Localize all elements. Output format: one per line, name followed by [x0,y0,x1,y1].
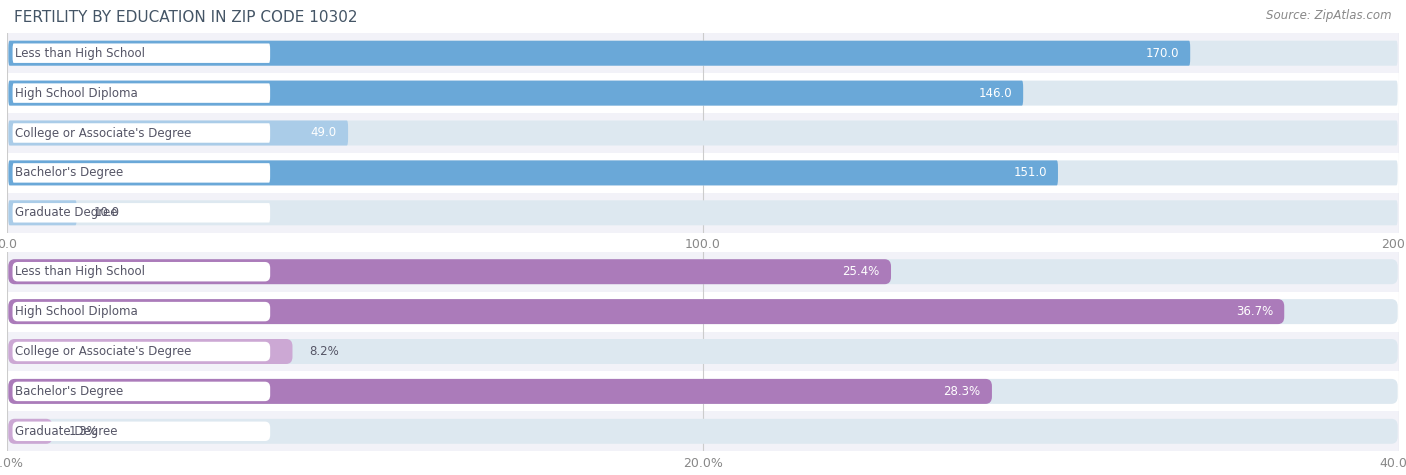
Text: 49.0: 49.0 [311,126,337,140]
Bar [7,252,1399,292]
FancyBboxPatch shape [13,84,270,103]
Bar [7,113,1399,153]
Text: Less than High School: Less than High School [15,47,145,60]
Bar [7,193,1399,233]
Text: High School Diploma: High School Diploma [15,86,138,100]
Text: 28.3%: 28.3% [943,385,981,398]
Bar [7,33,1399,73]
Text: 170.0: 170.0 [1146,47,1180,60]
FancyBboxPatch shape [13,262,270,281]
FancyBboxPatch shape [8,41,1398,66]
Text: College or Associate's Degree: College or Associate's Degree [15,126,191,140]
FancyBboxPatch shape [8,259,1398,284]
FancyBboxPatch shape [13,422,270,441]
FancyBboxPatch shape [13,44,270,63]
Bar [7,153,1399,193]
Text: 36.7%: 36.7% [1236,305,1272,318]
Text: Bachelor's Degree: Bachelor's Degree [15,385,124,398]
Text: Bachelor's Degree: Bachelor's Degree [15,166,124,180]
Text: Graduate Degree: Graduate Degree [15,206,118,219]
FancyBboxPatch shape [13,382,270,401]
FancyBboxPatch shape [8,339,292,364]
Text: FERTILITY BY EDUCATION IN ZIP CODE 10302: FERTILITY BY EDUCATION IN ZIP CODE 10302 [14,10,357,25]
Text: College or Associate's Degree: College or Associate's Degree [15,345,191,358]
Text: Less than High School: Less than High School [15,265,145,278]
FancyBboxPatch shape [8,379,991,404]
FancyBboxPatch shape [8,419,52,444]
Text: 8.2%: 8.2% [309,345,339,358]
Text: 146.0: 146.0 [979,86,1012,100]
Text: 25.4%: 25.4% [842,265,880,278]
FancyBboxPatch shape [8,299,1398,324]
Bar [7,371,1399,411]
Bar [7,332,1399,371]
FancyBboxPatch shape [8,379,1398,404]
Text: 10.0: 10.0 [93,206,120,219]
Text: 1.3%: 1.3% [69,425,98,438]
FancyBboxPatch shape [8,81,1398,105]
Bar [7,292,1399,332]
FancyBboxPatch shape [8,259,891,284]
FancyBboxPatch shape [8,121,1398,145]
FancyBboxPatch shape [13,124,270,142]
FancyBboxPatch shape [13,342,270,361]
Bar [7,411,1399,451]
FancyBboxPatch shape [8,81,1024,105]
FancyBboxPatch shape [8,161,1057,185]
FancyBboxPatch shape [8,161,1398,185]
Bar [7,73,1399,113]
Text: Source: ZipAtlas.com: Source: ZipAtlas.com [1267,10,1392,22]
Text: 151.0: 151.0 [1014,166,1047,180]
FancyBboxPatch shape [13,203,270,222]
FancyBboxPatch shape [13,163,270,182]
FancyBboxPatch shape [8,41,1191,66]
FancyBboxPatch shape [8,299,1284,324]
Text: High School Diploma: High School Diploma [15,305,138,318]
FancyBboxPatch shape [8,200,77,225]
Text: Graduate Degree: Graduate Degree [15,425,118,438]
FancyBboxPatch shape [8,339,1398,364]
FancyBboxPatch shape [13,302,270,321]
FancyBboxPatch shape [8,419,1398,444]
FancyBboxPatch shape [8,121,349,145]
FancyBboxPatch shape [8,200,1398,225]
